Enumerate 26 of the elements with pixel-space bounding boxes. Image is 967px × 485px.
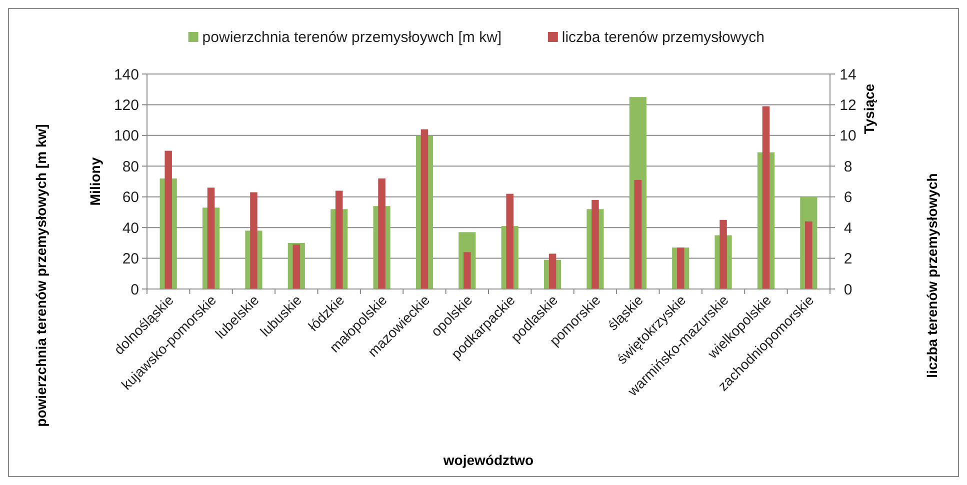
bar <box>634 180 642 289</box>
y-tick-label: 20 <box>122 250 139 268</box>
y-tick-label: 140 <box>114 66 139 84</box>
y2-axis-title: liczba terenów przemysłowych <box>924 173 940 378</box>
legend-label: liczba terenów przemysłowych <box>562 29 764 46</box>
y-tick-label: 0 <box>130 281 139 298</box>
y-axis-title: powierzchnia terenów przemysłowych [m kw] <box>33 124 49 427</box>
y-tick-label: 40 <box>122 220 139 237</box>
y2-tick-label: 2 <box>844 250 852 268</box>
text: Miliony <box>87 157 103 206</box>
y-tick-label: 60 <box>122 189 139 206</box>
y2-tick-label: 8 <box>844 158 852 176</box>
y2-tick-label: 10 <box>840 128 856 145</box>
text: Tysiące <box>861 84 877 134</box>
y2-tick-label: 6 <box>844 189 852 206</box>
x-axis-title: województwo <box>442 452 534 468</box>
legend-label: powierzchnia terenów przemysłoywch [m kw] <box>202 29 502 46</box>
y2-tick-label: 14 <box>840 66 856 84</box>
y2-tick-label: 4 <box>844 220 852 237</box>
y-tick-label: 120 <box>114 96 139 114</box>
y2-tick-label: 12 <box>840 96 856 114</box>
bar <box>464 252 471 289</box>
bar <box>805 221 812 289</box>
y2-tick-label: 0 <box>844 281 852 298</box>
y-tick-label: 80 <box>122 158 139 176</box>
y-tick-label: 100 <box>114 128 139 145</box>
